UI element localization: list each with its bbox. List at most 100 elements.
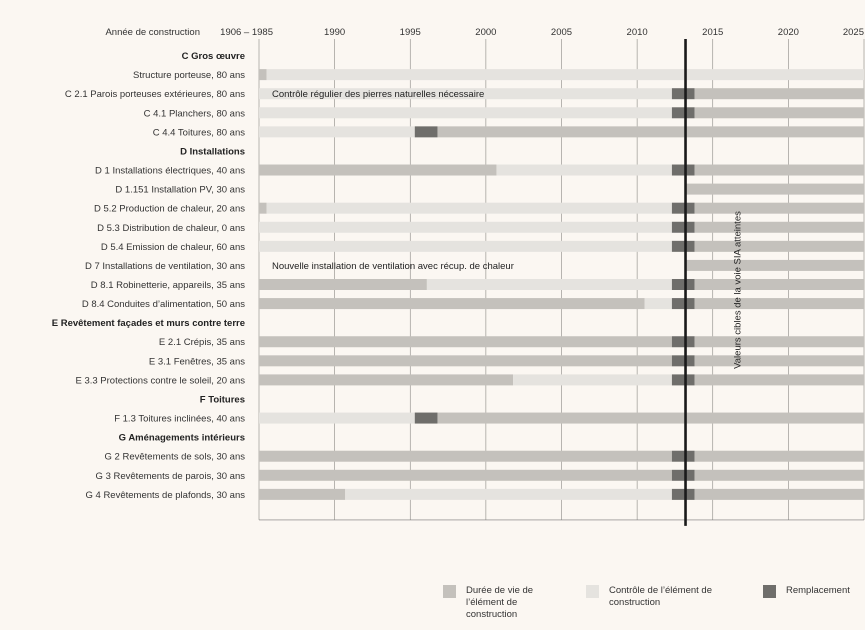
group-heading: G Aménagements intérieurs [119,433,245,444]
bar-life [694,221,864,233]
bar-replace [671,374,695,386]
bar-replace [671,88,695,100]
bar-life [259,374,514,386]
bar-control [259,126,415,138]
x-tick-label: 2010 [627,27,648,38]
row-label: G 2 Revêtements de sols, 30 ans [105,452,246,463]
bar-control [513,374,672,386]
bar-life [694,240,864,252]
bar-life [259,69,267,81]
row-label: D 8.4 Conduites d’alimentation, 50 ans [82,299,245,310]
bar-life [694,279,864,290]
bar-replace [671,164,695,176]
bar-life [694,450,864,462]
x-tick-label: 2000 [475,27,496,38]
bar-replace [671,488,695,500]
x-axis-title: Année de construction [105,27,200,38]
bar-life [694,164,864,176]
row-label: G 3 Revêtements de parois, 30 ans [96,471,246,482]
bar-life [437,126,864,138]
group-heading: E Revêtement façades et murs contre terr… [52,318,245,329]
row-label: E 3.1 Fenêtres, 35 ans [149,356,245,367]
bar-control [266,202,672,214]
bar-life [685,259,864,271]
bar-replace [671,240,695,252]
bar-replace [671,279,695,290]
bar-control [259,412,415,424]
bar-control [345,488,672,500]
bar-life [694,469,864,481]
row-label: D 7 Installations de ventilation, 30 ans [85,261,245,272]
x-tick-label: 1906 – 1985 [220,27,273,38]
legend-swatch-lifetime [443,585,456,598]
x-tick-label: 1990 [324,27,345,38]
bar-life [694,107,864,119]
x-tick-label: 1995 [400,27,421,38]
bar-control [644,298,672,310]
bar-control [259,88,672,100]
row-label: E 2.1 Crépis, 35 ans [159,337,245,348]
bar-life [694,88,864,100]
bar-control [266,69,864,81]
bar-replace [414,126,438,138]
row-label: E 3.3 Protections contre le soleil, 20 a… [75,375,245,386]
legend-label-lifetime: Durée de vie de l’élément de constructio… [466,585,534,620]
bar-replace [671,469,695,481]
legend-swatch-replacement [763,585,776,598]
bar-life [259,279,427,290]
row-label: D 5.2 Production de chaleur, 20 ans [94,204,245,215]
bar-control [259,240,672,252]
bar-life [437,412,864,424]
row-label: C 2.1 Parois porteuses extérieures, 80 a… [65,89,245,100]
legend-item-replacement: Remplacement [763,585,850,598]
row-label: D 5.4 Emission de chaleur, 60 ans [101,242,245,253]
group-heading: C Gros œuvre [182,51,245,62]
row-label: D 1.151 Installation PV, 30 ans [115,185,245,196]
row-label: C 4.4 Toitures, 80 ans [153,127,245,138]
bar-replace [671,221,695,233]
bar-control [259,107,672,119]
bar-control [259,221,672,233]
row-label: D 1 Installations électriques, 40 ans [95,166,245,177]
row-annotation: Contrôle régulier des pierres naturelles… [272,89,484,100]
row-label: D 8.1 Robinetterie, appareils, 35 ans [91,280,245,291]
row-label: F 1.3 Toitures inclinées, 40 ans [114,414,245,425]
row-label: G 4 Revêtements de plafonds, 30 ans [86,490,246,501]
row-label: C 4.1 Planchers, 80 ans [144,108,246,119]
bar-replace [671,336,695,348]
bar-replace [414,412,438,424]
bar-replace [671,355,695,367]
gantt-chart: Année de construction 1906 – 1985 1990 1995… [52,27,865,526]
x-tick-label: 2020 [778,27,799,38]
group-heading: F Toitures [200,394,245,405]
bar-life [685,183,864,195]
legend-item-lifetime: Durée de vie de l’élément de constructio… [443,585,533,621]
bar-replace [671,298,695,310]
bar-life [259,355,672,367]
bar-life [259,450,672,462]
bar-replace [671,450,695,462]
legend-item-control: Contrôle de l’élément de construction [586,585,712,609]
bar-control [426,279,672,290]
bar-life [259,488,346,500]
x-tick-label: 2025 [843,27,864,38]
bar-replace [671,107,695,119]
x-tick-label: 2005 [551,27,572,38]
legend-label-control: Contrôle de l’élément de construction [609,585,712,608]
legend-label-replacement: Remplacement [786,585,850,596]
legend-swatch-control [586,585,599,598]
bar-life [694,202,864,214]
x-tick-label: 2015 [702,27,723,38]
bar-life [694,374,864,386]
bar-life [259,164,497,176]
group-heading: D Installations [180,146,245,157]
row-annotation: Nouvelle installation de ventilation ave… [272,261,514,272]
bar-life [694,488,864,500]
bar-life [259,336,672,348]
bar-life [694,336,864,348]
bar-control [496,164,672,176]
row-label: D 5.3 Distribution de chaleur, 0 ans [97,223,245,234]
row-label: Structure porteuse, 80 ans [133,70,245,81]
marker-label: Valeurs cibles de la voie SIA atteintes [733,211,744,369]
bar-life [259,469,672,481]
